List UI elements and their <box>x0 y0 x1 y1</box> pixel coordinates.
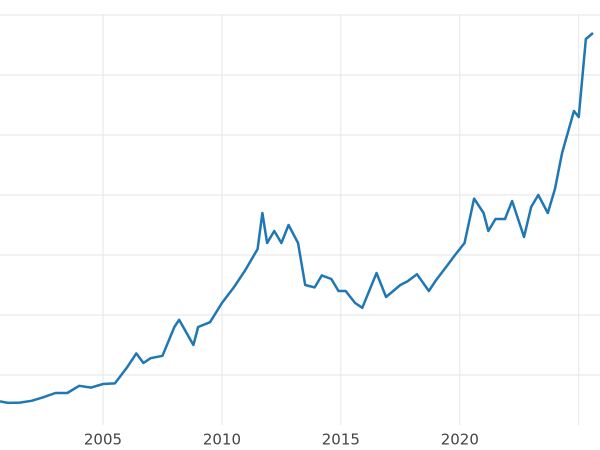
x-tick-label: 2010 <box>203 431 241 449</box>
x-tick-label: 2020 <box>441 431 479 449</box>
x-tick-label: 2015 <box>322 431 360 449</box>
x-tick-label: 2005 <box>84 431 122 449</box>
price-line <box>0 32 594 405</box>
